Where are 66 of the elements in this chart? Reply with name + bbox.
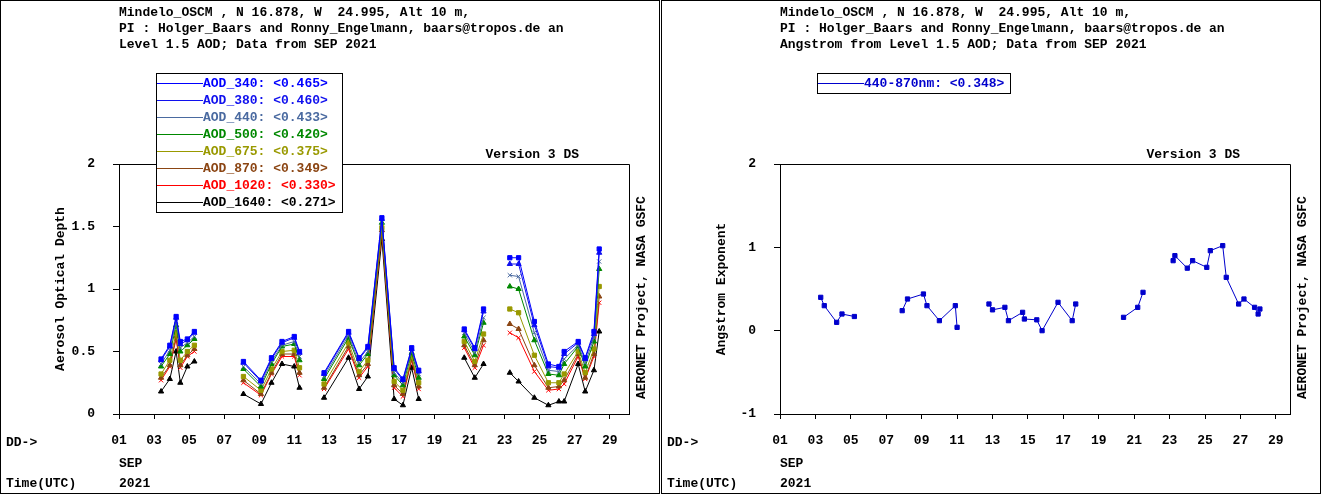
x-tick-label: 03 (146, 433, 163, 449)
x-tick-label: 21 (461, 433, 478, 449)
x-tick-label: 05 (843, 433, 859, 449)
x-tick-label: 09 (251, 433, 268, 449)
y-tick-label: 2 (748, 156, 757, 172)
text: Time(UTC) (667, 476, 738, 491)
x-tick-label: 23 (496, 433, 513, 449)
text: 2021 (780, 476, 812, 491)
x-tick-label: 13 (321, 433, 338, 449)
legend-label: AOD_500: <0.420> (203, 127, 328, 142)
x-tick-label: 25 (1197, 433, 1213, 449)
x-tick-label: 15 (1020, 433, 1036, 449)
x-tick-label: 15 (356, 433, 373, 449)
text: AERONET Project, NASA GSFC (1295, 196, 1310, 399)
x-tick-label: 19 (426, 433, 443, 449)
y-axis-title: Aerosol Optical Depth (53, 206, 69, 371)
y-tick-label: 1.5 (71, 218, 96, 234)
x-tick-label: 09 (913, 433, 930, 449)
legend-label: AOD_1640: <0.271> (203, 195, 336, 210)
y-axis-title: Angstrom Exponent (714, 222, 730, 356)
y-tick-label: -1 (740, 406, 757, 422)
y-tick-label: 1 (748, 239, 757, 255)
x-tick-label: 03 (807, 433, 824, 449)
x-tick-label: 11 (949, 433, 966, 449)
legend-label: AOD_675: <0.375> (203, 144, 328, 159)
text: Version 3 DS (485, 147, 579, 162)
x-tick-label: 27 (566, 433, 583, 449)
x-tick-label: 21 (1126, 433, 1143, 449)
text: SEP (119, 456, 143, 471)
x-tick-label: 01 (772, 433, 788, 449)
text: Time(UTC) (6, 476, 77, 491)
x-tick-label: 07 (216, 433, 232, 449)
text: DD-> (6, 435, 38, 450)
legend-label: AOD_440: <0.433> (203, 110, 328, 125)
x-tick-label: 13 (984, 433, 1001, 449)
x-tick-label: 25 (531, 433, 548, 449)
y-tick-label: 2 (87, 156, 96, 172)
x-tick-label: 07 (878, 433, 895, 449)
legend-label: AOD_380: <0.460> (203, 93, 328, 108)
x-tick-label: 23 (1161, 433, 1178, 449)
x-tick-label: 11 (286, 433, 303, 449)
y-tick-label: 0.5 (71, 343, 96, 359)
x-tick-label: 01 (111, 433, 127, 449)
legend-label: AOD_340: <0.465> (203, 76, 328, 91)
x-tick-label: 27 (1232, 433, 1249, 449)
y-tick-label: 0 (748, 322, 757, 338)
x-tick-label: 17 (1055, 433, 1072, 449)
x-tick-label: 05 (181, 433, 198, 449)
chart-subtitle: PI : Holger_Baars and Ronny_Engelmann, baars@tropos.de an Angstrom from Level 1.5 AOD; Data from SEP 2021 (780, 21, 1225, 53)
text: SEP (780, 456, 804, 471)
y-tick-label: 0 (87, 406, 96, 422)
text: DD-> (667, 435, 699, 450)
text: 2021 (119, 476, 151, 491)
chart-title: Mindelo_OSCM , N 16.878, W 24.995, Alt 10 m, (119, 5, 471, 21)
chart-subtitle: PI : Holger_Baars and Ronny_Engelmann, baars@tropos.de an Level 1.5 AOD; Data from SEP 2021 (119, 21, 564, 53)
x-tick-label: 19 (1090, 433, 1107, 449)
x-tick-label: 29 (1268, 433, 1284, 449)
y-tick-label: 1 (87, 281, 96, 297)
x-tick-label: 29 (601, 433, 618, 449)
legend-label: 440-870nm: <0.348> (864, 76, 1005, 91)
x-tick-label: 17 (391, 433, 408, 449)
text: Version 3 DS (1146, 147, 1240, 162)
text: AERONET Project, NASA GSFC (634, 196, 649, 399)
chart-title: Mindelo_OSCM , N 16.878, W 24.995, Alt 10 m, (780, 5, 1132, 21)
legend-label: AOD_1020: <0.330> (203, 178, 336, 193)
legend-label: AOD_870: <0.349> (203, 161, 328, 176)
